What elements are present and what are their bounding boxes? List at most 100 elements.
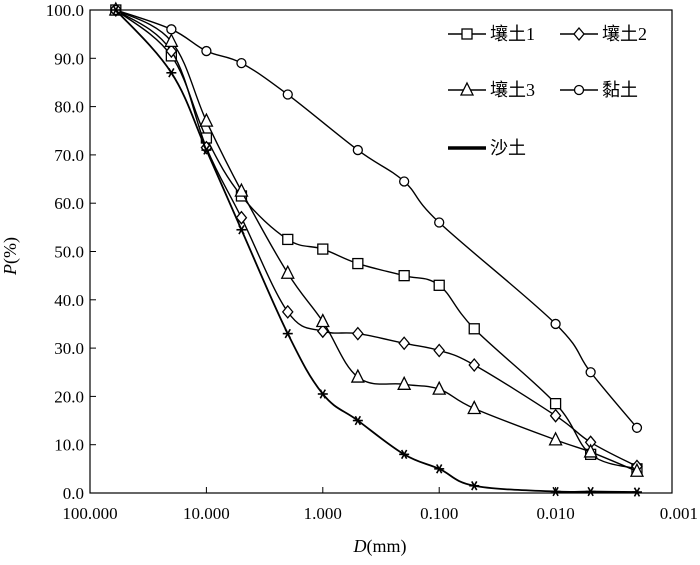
- series-5: [110, 5, 642, 497]
- y-tick-label: 60.0: [54, 194, 84, 213]
- series-3: [108, 1, 645, 477]
- asterisk-stroke: [284, 328, 291, 339]
- data-point: [282, 89, 293, 100]
- data-point: [282, 328, 293, 339]
- data-point: [398, 269, 410, 282]
- data-point: [550, 318, 561, 330]
- legend-entry: 壤土2: [560, 24, 647, 44]
- series-2: [109, 2, 643, 474]
- data-point: [352, 257, 364, 270]
- data-point: [631, 422, 643, 433]
- data-point: [585, 367, 596, 378]
- data-point: [432, 380, 447, 395]
- data-point: [166, 24, 177, 35]
- y-tick-label: 90.0: [54, 49, 84, 68]
- series-layer: [108, 1, 645, 497]
- data-point: [235, 210, 248, 225]
- data-point: [397, 375, 412, 390]
- asterisk-stroke: [319, 389, 326, 399]
- y-tick-label: 70.0: [54, 146, 84, 165]
- asterisk-stroke: [633, 487, 641, 497]
- data-point: [351, 326, 364, 341]
- asterisk-stroke: [400, 449, 408, 460]
- data-point: [398, 336, 411, 351]
- legend-marker: [459, 81, 475, 96]
- data-point: [631, 487, 642, 497]
- legend-label: 沙土: [490, 138, 526, 158]
- y-tick-label: 40.0: [54, 291, 84, 310]
- y-axis-label: P(%): [0, 237, 21, 276]
- legend-marker: [573, 26, 585, 42]
- y-tick-label: 100.0: [46, 1, 84, 20]
- y-tick-label: 30.0: [54, 339, 84, 358]
- x-axis-label-unit: (mm): [367, 536, 407, 557]
- data-point: [281, 304, 294, 319]
- asterisk-stroke: [354, 415, 362, 426]
- data-point: [399, 176, 410, 187]
- data-point: [280, 264, 295, 279]
- data-point: [315, 313, 330, 328]
- data-point: [236, 225, 247, 235]
- data-point: [166, 68, 177, 78]
- asterisk-stroke: [168, 68, 175, 78]
- asterisk-stroke: [436, 464, 443, 474]
- data-point: [433, 279, 445, 291]
- legend-label: 壤土1: [490, 24, 535, 44]
- series-line: [115, 9, 638, 429]
- asterisk-stroke: [552, 486, 559, 497]
- legend-label: 壤土3: [490, 80, 535, 100]
- series-line: [115, 9, 637, 493]
- data-point: [399, 449, 410, 460]
- x-tick-label: 1.000: [304, 504, 342, 523]
- data-point: [468, 323, 480, 335]
- y-tick-label: 0.0: [63, 484, 84, 503]
- data-point: [468, 357, 481, 373]
- x-axis-label: D(mm): [353, 536, 407, 557]
- data-point: [164, 32, 179, 48]
- data-point: [629, 462, 645, 477]
- data-point: [433, 343, 446, 358]
- legend-label: 黏土: [602, 80, 638, 100]
- data-point: [317, 389, 328, 399]
- data-point: [549, 408, 562, 423]
- series-line: [115, 9, 638, 468]
- data-point: [583, 443, 598, 458]
- asterisk-stroke: [112, 5, 120, 15]
- y-axis-label-unit: (%): [0, 237, 21, 264]
- data-point: [316, 324, 329, 339]
- y-tick-label: 20.0: [54, 387, 84, 406]
- legend-marker: [573, 84, 585, 96]
- data-point: [317, 243, 329, 255]
- data-point: [165, 44, 178, 59]
- y-tick-label: 50.0: [54, 243, 84, 262]
- data-point: [352, 144, 363, 156]
- legend-entry: 壤土1: [448, 24, 535, 44]
- data-point: [467, 400, 482, 415]
- data-point: [236, 57, 247, 69]
- asterisk-stroke: [471, 481, 478, 491]
- y-axis-label-symbol: P: [0, 264, 20, 276]
- y-tick-label: 10.0: [54, 436, 84, 455]
- data-point: [434, 464, 445, 474]
- x-axis-label-symbol: D: [353, 536, 367, 556]
- asterisk-stroke: [587, 486, 594, 497]
- data-point: [350, 368, 365, 383]
- x-tick-label: 10.000: [183, 504, 230, 523]
- data-point: [585, 486, 596, 497]
- data-point: [550, 486, 561, 497]
- series-4: [110, 4, 643, 433]
- legend-entry: 沙土: [448, 138, 526, 158]
- axes: 0.0 10.0 20.0 30.0 40.0 50.0 60.0 70.0 80.0 90.0 1…: [46, 1, 698, 523]
- legend-label: 壤土2: [602, 24, 647, 44]
- x-tick-label: 0.100: [420, 504, 458, 523]
- x-tick-label: 0.010: [536, 504, 574, 523]
- data-point: [201, 145, 212, 155]
- data-point: [110, 5, 121, 15]
- legend-entry: 黏土: [560, 80, 638, 100]
- data-point: [469, 481, 480, 491]
- legend-marker: [461, 28, 473, 40]
- legend-entry: 壤土3: [448, 80, 535, 100]
